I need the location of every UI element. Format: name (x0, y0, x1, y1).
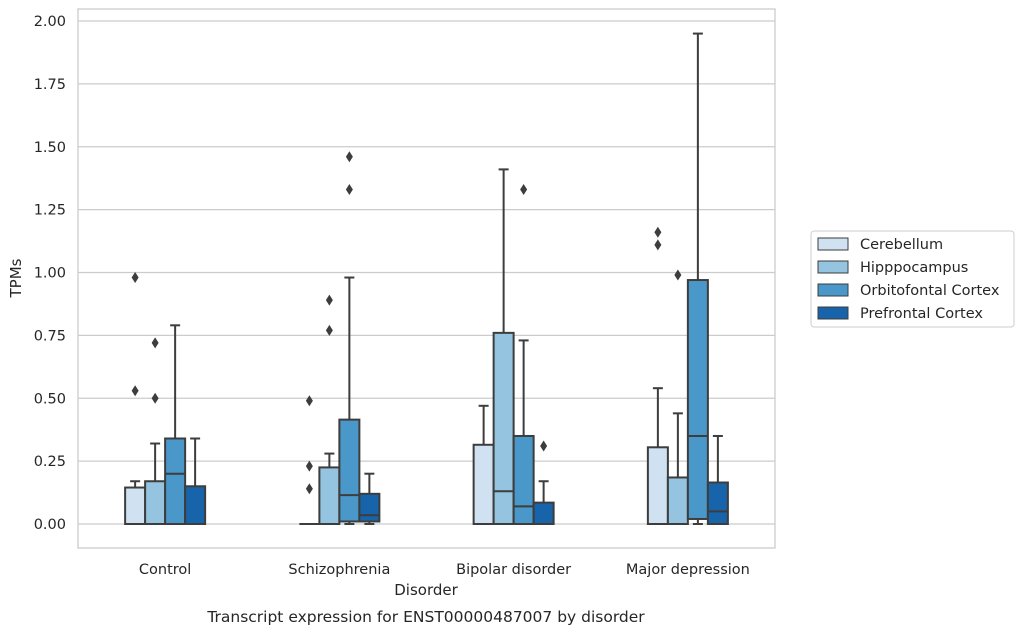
box-cerebellum (472, 404, 495, 525)
y-axis-title: TPMs (7, 258, 25, 298)
box-body (646, 446, 669, 526)
x-axis-title: Disorder (394, 581, 458, 599)
chart-caption: Transcript expression for ENST0000048700… (206, 608, 645, 626)
outlier-point (325, 324, 333, 336)
box-body (472, 443, 495, 525)
outlier-point (325, 294, 333, 306)
outlier-point (131, 385, 139, 397)
legend-label: Prefrontal Cortex (860, 306, 983, 322)
box-body (512, 434, 535, 526)
box-prefrontal-cortex (358, 472, 381, 525)
box-body (358, 492, 381, 523)
y-axis-ticks: 0.00 0.25 0.50 0.75 1.00 1.25 1.50 1.75 2.00 (34, 14, 66, 533)
legend-label: Cerebellum (860, 237, 943, 253)
box-orbitofontal-cortex (164, 324, 187, 525)
outlier-point (654, 239, 662, 251)
outlier-point (151, 392, 159, 404)
y-tick-label: 0.25 (34, 454, 66, 470)
legend-label: Orbitofontal Cortex (860, 283, 1000, 299)
box-orbitofontal-cortex (686, 32, 709, 525)
y-tick-label: 0.75 (34, 328, 66, 344)
outlier-point (654, 226, 662, 238)
box-prefrontal-cortex (706, 434, 729, 526)
box-prefrontal-cortex (184, 437, 207, 525)
y-tick-label: 2.00 (34, 14, 66, 30)
x-tick-label: Major depression (626, 562, 750, 578)
box-body (318, 466, 341, 526)
box-body (492, 331, 515, 525)
x-tick-label: Bipolar disorder (456, 562, 571, 578)
outlier-point (305, 483, 313, 495)
legend: Cerebellum Hipppocampus Orbitofontal Corte… (810, 230, 1015, 328)
x-tick-label: Control (139, 562, 191, 578)
outlier-point (674, 269, 682, 281)
box-cerebellum (124, 272, 147, 525)
legend-swatch (817, 306, 849, 320)
outlier-point (345, 151, 353, 163)
outlier-point (520, 184, 528, 196)
y-tick-label: 0.00 (34, 517, 66, 533)
legend-swatch (817, 283, 849, 297)
legend-label: Hipppocampus (860, 260, 968, 276)
legend-swatch (817, 237, 849, 251)
box-body (686, 279, 709, 520)
box-body (144, 480, 167, 525)
box-cerebellum (299, 395, 320, 525)
boxes-layer (124, 32, 729, 526)
x-tick-label: Schizophrenia (288, 562, 390, 578)
box-body (532, 501, 555, 525)
box-cerebellum (646, 226, 669, 526)
outlier-point (305, 395, 313, 407)
y-tick-label: 1.50 (34, 140, 66, 156)
box-body (666, 476, 689, 526)
y-tick-label: 1.75 (34, 77, 66, 93)
plot-frame (77, 8, 776, 549)
outlier-point (131, 272, 139, 284)
box-hipppocampus (666, 269, 689, 526)
box-body (164, 437, 187, 525)
box-body (706, 481, 729, 526)
box-prefrontal-cortex (532, 440, 555, 525)
outlier-point (151, 337, 159, 349)
box-body (184, 485, 207, 525)
y-tick-label: 1.00 (34, 266, 66, 282)
y-tick-label: 1.25 (34, 203, 66, 219)
box-hipppocampus (492, 168, 515, 525)
box-hipppocampus (318, 294, 341, 526)
box-orbitofontal-cortex (512, 184, 535, 526)
outlier-point (345, 184, 353, 196)
box-hipppocampus (144, 337, 167, 525)
outlier-point (305, 460, 313, 472)
box-body (124, 486, 147, 525)
legend-swatch (817, 260, 849, 274)
outlier-point (540, 440, 548, 452)
box-body (338, 418, 361, 523)
x-axis-ticks: Control Schizophrenia Bipolar disorder Majo… (139, 562, 750, 578)
box-orbitofontal-cortex (338, 151, 361, 525)
legend-frame (810, 230, 1015, 328)
y-tick-label: 0.50 (34, 391, 66, 407)
